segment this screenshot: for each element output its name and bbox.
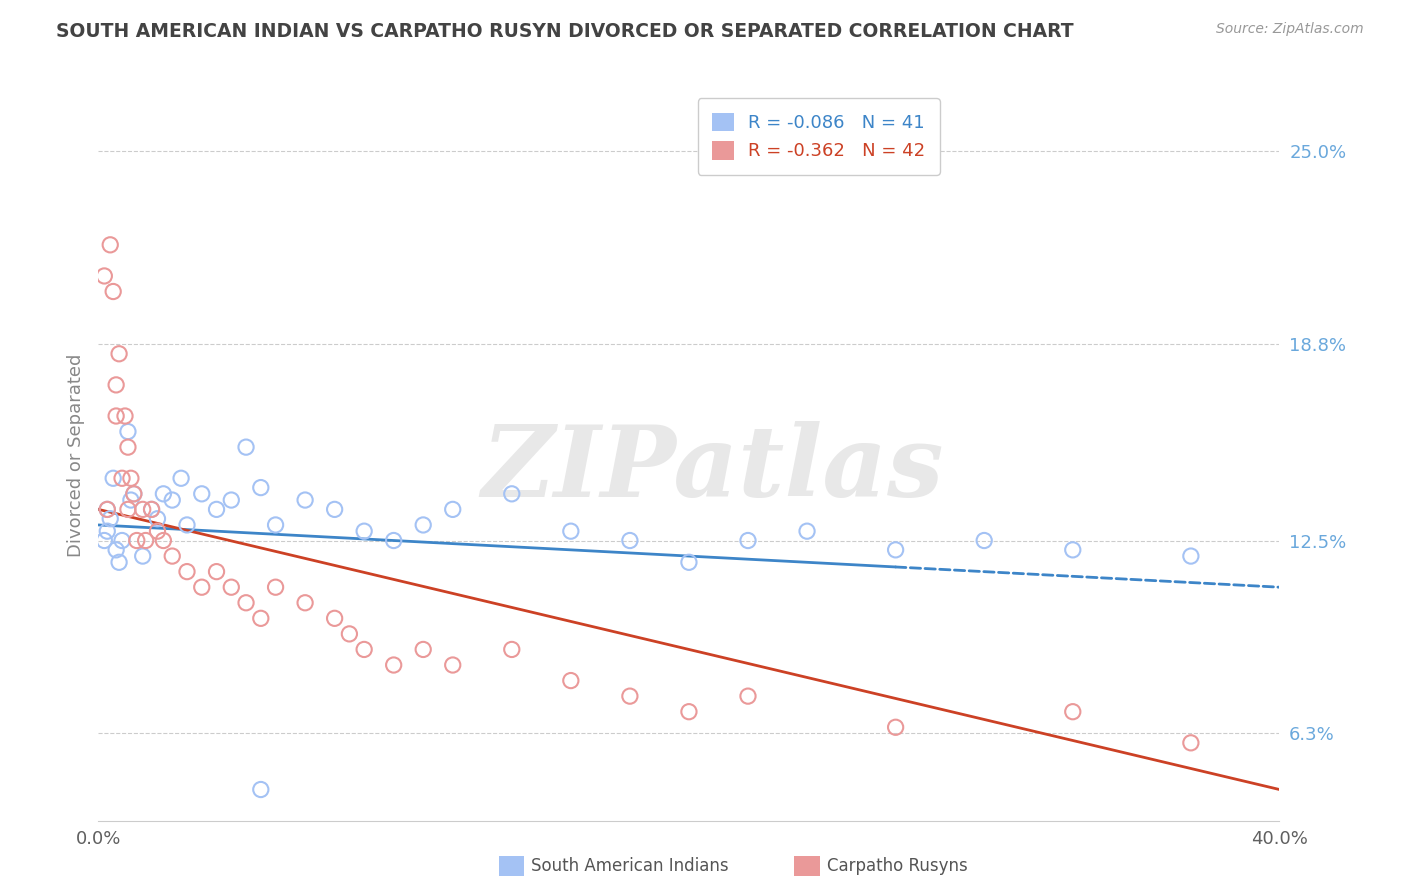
- Point: [162, 549, 183, 563]
- Point: [1180, 549, 1202, 563]
- Point: [96, 502, 118, 516]
- Point: [973, 533, 995, 548]
- Point: [103, 471, 125, 485]
- Point: [412, 642, 434, 657]
- Point: [353, 524, 375, 538]
- Point: [108, 555, 131, 569]
- Point: [1062, 705, 1084, 719]
- Point: [235, 596, 257, 610]
- Point: [619, 533, 641, 548]
- Point: [176, 518, 198, 533]
- Point: [105, 377, 128, 392]
- Point: [114, 409, 136, 423]
- Point: [191, 487, 214, 501]
- Y-axis label: Divorced or Separated: Divorced or Separated: [66, 353, 84, 557]
- Point: [412, 518, 434, 533]
- Point: [111, 471, 134, 485]
- Point: [122, 487, 145, 501]
- Point: [146, 524, 169, 538]
- Point: [1062, 542, 1084, 557]
- Point: [884, 720, 907, 734]
- Point: [441, 658, 464, 673]
- Point: [141, 502, 163, 516]
- Point: [105, 542, 128, 557]
- Point: [884, 542, 907, 557]
- Point: [96, 502, 118, 516]
- Point: [205, 502, 228, 516]
- Point: [117, 440, 139, 454]
- Point: [235, 440, 257, 454]
- Point: [796, 524, 818, 538]
- Point: [323, 502, 346, 516]
- Point: [152, 533, 174, 548]
- Point: [250, 611, 273, 625]
- Point: [737, 689, 759, 703]
- Point: [103, 285, 125, 299]
- Text: Carpatho Rusyns: Carpatho Rusyns: [827, 857, 967, 875]
- Point: [1180, 736, 1202, 750]
- Point: [170, 471, 193, 485]
- Point: [441, 502, 464, 516]
- Point: [117, 425, 139, 439]
- Point: [191, 580, 214, 594]
- Point: [501, 642, 523, 657]
- Point: [105, 409, 128, 423]
- Point: [221, 493, 243, 508]
- Point: [250, 782, 273, 797]
- Point: [560, 673, 582, 688]
- Text: South American Indians: South American Indians: [531, 857, 730, 875]
- Point: [737, 533, 759, 548]
- Point: [339, 627, 361, 641]
- Point: [117, 502, 139, 516]
- FancyBboxPatch shape: [794, 856, 820, 876]
- Point: [108, 347, 131, 361]
- Point: [120, 471, 142, 485]
- Point: [141, 502, 163, 516]
- Point: [93, 533, 115, 548]
- Point: [382, 658, 405, 673]
- Point: [98, 237, 121, 252]
- Point: [146, 512, 169, 526]
- Point: [678, 705, 700, 719]
- Point: [132, 549, 155, 563]
- Point: [353, 642, 375, 657]
- Point: [678, 555, 700, 569]
- Point: [560, 524, 582, 538]
- Point: [120, 493, 142, 508]
- Point: [382, 533, 405, 548]
- Point: [205, 565, 228, 579]
- Point: [264, 580, 287, 594]
- Text: SOUTH AMERICAN INDIAN VS CARPATHO RUSYN DIVORCED OR SEPARATED CORRELATION CHART: SOUTH AMERICAN INDIAN VS CARPATHO RUSYN …: [56, 22, 1074, 41]
- FancyBboxPatch shape: [499, 856, 524, 876]
- Point: [125, 533, 148, 548]
- Point: [176, 565, 198, 579]
- Point: [152, 487, 174, 501]
- Point: [135, 533, 157, 548]
- Text: Source: ZipAtlas.com: Source: ZipAtlas.com: [1216, 22, 1364, 37]
- Point: [122, 487, 145, 501]
- Point: [501, 487, 523, 501]
- Point: [221, 580, 243, 594]
- Point: [132, 502, 155, 516]
- Point: [111, 533, 134, 548]
- Point: [264, 518, 287, 533]
- Point: [93, 268, 115, 283]
- Point: [619, 689, 641, 703]
- Point: [323, 611, 346, 625]
- Text: ZIPatlas: ZIPatlas: [481, 421, 943, 517]
- Legend: R = -0.086   N = 41, R = -0.362   N = 42: R = -0.086 N = 41, R = -0.362 N = 42: [697, 98, 939, 175]
- Point: [96, 524, 118, 538]
- Point: [162, 493, 183, 508]
- Point: [98, 512, 121, 526]
- Point: [294, 596, 316, 610]
- Point: [250, 481, 273, 495]
- Point: [294, 493, 316, 508]
